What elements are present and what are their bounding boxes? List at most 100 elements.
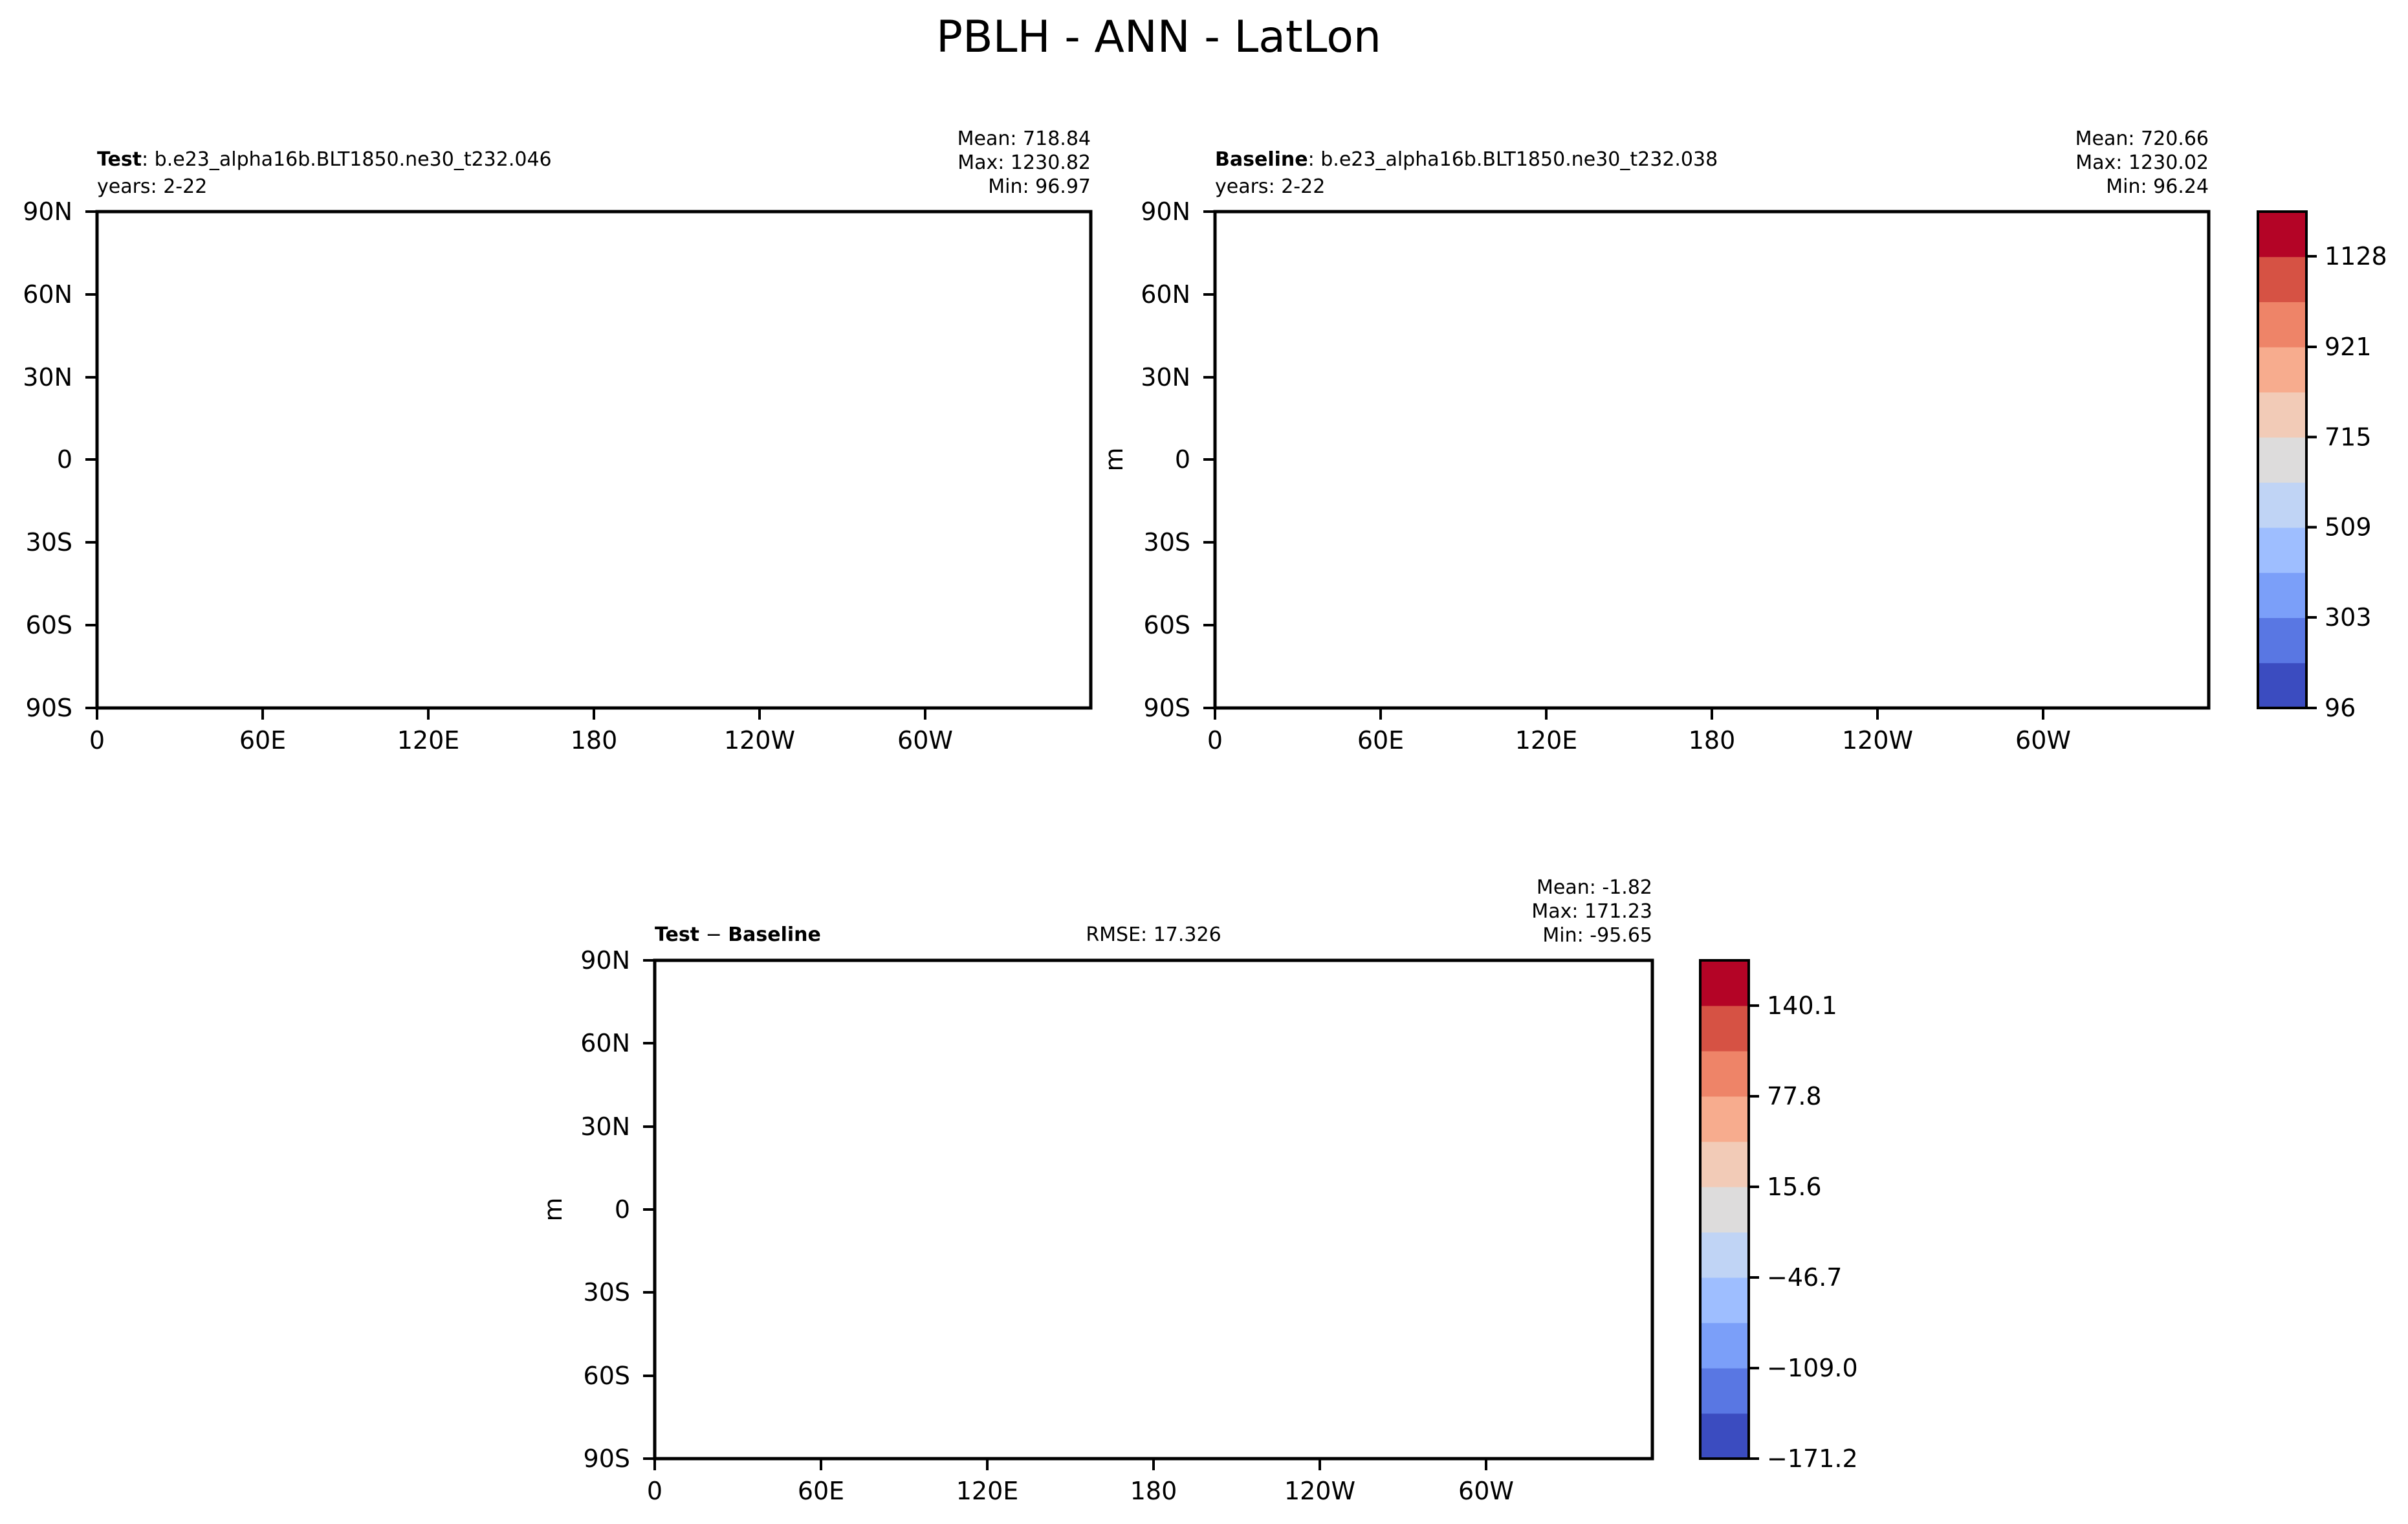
- colorbar-diff-tick-label: −109.0: [1767, 1354, 1858, 1382]
- svg-text:90S: 90S: [26, 694, 72, 722]
- colorbar-main-band: [2258, 212, 2306, 258]
- map-test-frame: [95, 210, 1093, 710]
- map-baseline-xticks: 0 60E 120E 180 120W 60W: [1207, 708, 2071, 755]
- colorbar-diff: −171.2 −109.0 −46.7 15.6 77.8 140.1: [1699, 959, 1858, 1473]
- svg-text:180: 180: [1689, 726, 1736, 755]
- xtick-120W: 120W: [724, 708, 795, 755]
- xtick-0: 0: [89, 708, 105, 755]
- colorbar-main-band: [2258, 572, 2306, 619]
- svg-text:60E: 60E: [798, 1477, 844, 1505]
- panel-test-years: years: 2-22: [97, 175, 207, 198]
- xtick-120W: 120W: [1284, 1459, 1355, 1505]
- ytick-90N: 90N: [1141, 197, 1215, 226]
- ytick-30S: 30S: [1144, 528, 1215, 557]
- ytick-60N: 60N: [1141, 280, 1215, 309]
- svg-text:180: 180: [1130, 1477, 1177, 1505]
- panel-baseline-max: Max: 1230.02: [2075, 151, 2209, 174]
- svg-text:60E: 60E: [239, 726, 286, 755]
- svg-text:60E: 60E: [1357, 726, 1404, 755]
- colorbar-diff-band: [1700, 1232, 1749, 1278]
- xtick-120W: 120W: [1842, 708, 1913, 755]
- panel-diff-rmse: RMSE: 17.326: [1086, 923, 1221, 946]
- colorbar-main-tick: 921: [2306, 333, 2372, 361]
- panel-test-max: Max: 1230.82: [958, 151, 1091, 174]
- colorbar-main-tick-label: 509: [2325, 513, 2372, 542]
- panel-baseline-mean: Mean: 720.66: [2075, 127, 2209, 150]
- map-test-field: [97, 212, 1132, 708]
- figure-title: PBLH - ANN - LatLon: [936, 12, 1381, 63]
- colorbar-diff-tick: −46.7: [1749, 1263, 1842, 1292]
- colorbar-diff-frame: [1699, 959, 1750, 1460]
- colorbar-diff-tick: 15.6: [1749, 1173, 1822, 1201]
- ytick-30N: 30N: [580, 1112, 655, 1141]
- colorbar-diff-tick: −171.2: [1749, 1444, 1858, 1473]
- colorbar-diff-band: [1700, 1096, 1749, 1142]
- map-test: [97, 212, 1132, 708]
- svg-text:60W: 60W: [2015, 726, 2071, 755]
- colorbar-main-band: [2258, 482, 2306, 528]
- map-baseline-field: [1215, 212, 2250, 708]
- xtick-60W: 60W: [2015, 708, 2071, 755]
- colorbar-main-tick-label: 921: [2325, 333, 2372, 361]
- xtick-60E: 60E: [239, 708, 286, 755]
- svg-text:0: 0: [57, 445, 72, 474]
- colorbar-main-tick-label: 303: [2325, 603, 2372, 632]
- svg-text:180: 180: [571, 726, 618, 755]
- svg-text:60W: 60W: [897, 726, 953, 755]
- colorbar-main-tick: 303: [2306, 603, 2372, 632]
- ytick-90S: 90S: [1144, 694, 1215, 722]
- ytick-90S: 90S: [584, 1444, 655, 1473]
- svg-text:120E: 120E: [956, 1477, 1019, 1505]
- colorbar-diff-tick-label: 140.1: [1767, 991, 1837, 1020]
- colorbar-diff-band: [1700, 1006, 1749, 1052]
- map-baseline-yticks: 90N 60N 30N 0 30S 60S 90S: [1141, 197, 1215, 722]
- colorbar-diff-band: [1700, 1187, 1749, 1233]
- panel-diff-mean: Mean: -1.82: [1537, 876, 1652, 899]
- colorbar-main-tick: 96: [2306, 694, 2356, 722]
- colorbar-main-tick-label: 715: [2325, 423, 2372, 451]
- colorbar-main-band: [2258, 392, 2306, 438]
- colorbar-diff-band: [1700, 1368, 1749, 1414]
- panel-diff-ylabel: m: [539, 1197, 567, 1221]
- ytick-60N: 60N: [23, 280, 97, 309]
- colorbar-main-band: [2258, 347, 2306, 393]
- panel-diff-min: Min: -95.65: [1542, 924, 1652, 947]
- svg-text:30N: 30N: [23, 363, 72, 392]
- svg-text:60S: 60S: [1144, 611, 1190, 639]
- svg-text:60S: 60S: [26, 611, 72, 639]
- panel-baseline-years: years: 2-22: [1215, 175, 1325, 198]
- colorbar-main-band: [2258, 527, 2306, 573]
- svg-text:60N: 60N: [580, 1029, 630, 1057]
- svg-text:0: 0: [89, 726, 105, 755]
- xtick-60W: 60W: [897, 708, 953, 755]
- panel-baseline-label: Baseline: b.e23_alpha16b.BLT1850.ne30_t2…: [1215, 148, 1718, 171]
- colorbar-diff-band: [1700, 1277, 1749, 1323]
- colorbar-main-band: [2258, 256, 2306, 302]
- colorbar-diff-tick-label: 15.6: [1767, 1173, 1822, 1201]
- svg-text:30S: 30S: [1144, 528, 1190, 557]
- svg-text:120W: 120W: [1842, 726, 1913, 755]
- panel-difference: Test − Baseline RMSE: 17.326 Mean: -1.82…: [539, 876, 1654, 1505]
- xtick-120E: 120E: [956, 1459, 1019, 1505]
- svg-text:90S: 90S: [1144, 694, 1190, 722]
- panel-diff-max: Max: 171.23: [1531, 900, 1652, 923]
- svg-text:60W: 60W: [1458, 1477, 1514, 1505]
- colorbar-diff-tick: 77.8: [1749, 1082, 1822, 1110]
- colorbar-diff-tick-label: 77.8: [1767, 1082, 1822, 1110]
- colorbar-diff-band: [1700, 1323, 1749, 1369]
- colorbar-main-band: [2258, 302, 2306, 348]
- colorbar-diff-band: [1700, 1413, 1749, 1459]
- xtick-0: 0: [1207, 708, 1223, 755]
- colorbar-main-band: [2258, 663, 2306, 709]
- svg-text:30S: 30S: [26, 528, 72, 557]
- ytick-0: 0: [615, 1195, 655, 1224]
- panel-test-label-rest: : b.e23_alpha16b.BLT1850.ne30_t232.046: [142, 148, 552, 171]
- panel-baseline-label-rest: : b.e23_alpha16b.BLT1850.ne30_t232.038: [1308, 148, 1718, 171]
- ytick-90N: 90N: [23, 197, 97, 226]
- panel-baseline-ylabel: m: [1100, 447, 1128, 471]
- ytick-0: 0: [1175, 445, 1215, 474]
- svg-text:0: 0: [615, 1195, 630, 1224]
- colorbar-main-tick: 509: [2306, 513, 2372, 542]
- colorbar-diff-tick-label: −46.7: [1767, 1263, 1842, 1292]
